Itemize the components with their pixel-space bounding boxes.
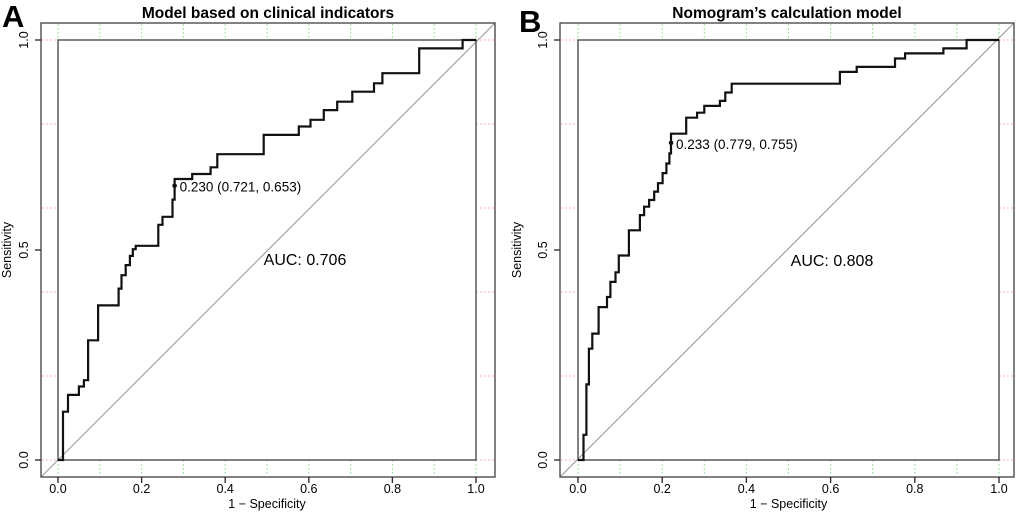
x-axis-title: 1 − Specificity [228,497,306,511]
y-tick-label: 0.0 [17,451,31,468]
y-axis-title: Sensitivity [510,221,524,278]
x-tick-label: 0.6 [300,482,317,496]
y-tick-label: 0.5 [536,241,550,258]
x-tick-label: 0.0 [569,482,586,496]
panel-title: Model based on clinical indicators [142,5,394,22]
auc-label: AUC: 0.706 [264,252,347,269]
chance-diagonal-line [559,22,1015,478]
panel-title: Nomogram’s calculation model [672,5,901,22]
plot-box [57,39,477,461]
y-tick-label: 1.0 [17,31,31,48]
x-tick-label: 0.4 [217,482,234,496]
y-tick-label: 0.0 [536,451,550,468]
roc-curve [578,38,999,462]
x-tick-label: 1.0 [467,482,484,496]
roc-curve [58,38,476,462]
y-tick-label: 1.0 [536,31,550,48]
threshold-label: 0.230 (0.721, 0.653) [180,180,302,195]
auc-label: AUC: 0.808 [791,253,874,270]
x-tick-label: 0.0 [49,482,66,496]
threshold-point-marker [668,140,674,146]
panel-letter: B [519,4,541,39]
x-tick-label: 1.0 [990,482,1007,496]
chance-diagonal-line [40,22,496,478]
plot-box [577,39,1000,461]
x-tick-label: 0.4 [738,482,755,496]
roc-panel-a: 0.0 0.2 0.4 0.6 0.8 1.0 0.0 0.5 1.0 1 − Specifici… [0,0,496,511]
x-tick-label: 0.8 [384,482,401,496]
y-tick-label: 0.5 [17,241,31,258]
roc-panel-b: 0.0 0.2 0.4 0.6 0.8 1.0 0.0 0.5 1.0 1 − Specifici… [510,4,1015,511]
panel-letter: A [2,0,24,34]
x-tick-label: 0.2 [654,482,671,496]
x-tick-label: 0.2 [133,482,150,496]
threshold-label: 0.233 (0.779, 0.755) [676,137,798,152]
y-axis-title: Sensitivity [0,221,14,278]
x-axis-title: 1 − Specificity [750,497,828,511]
x-tick-label: 0.8 [906,482,923,496]
threshold-point-marker [172,183,177,189]
x-tick-label: 0.6 [822,482,839,496]
